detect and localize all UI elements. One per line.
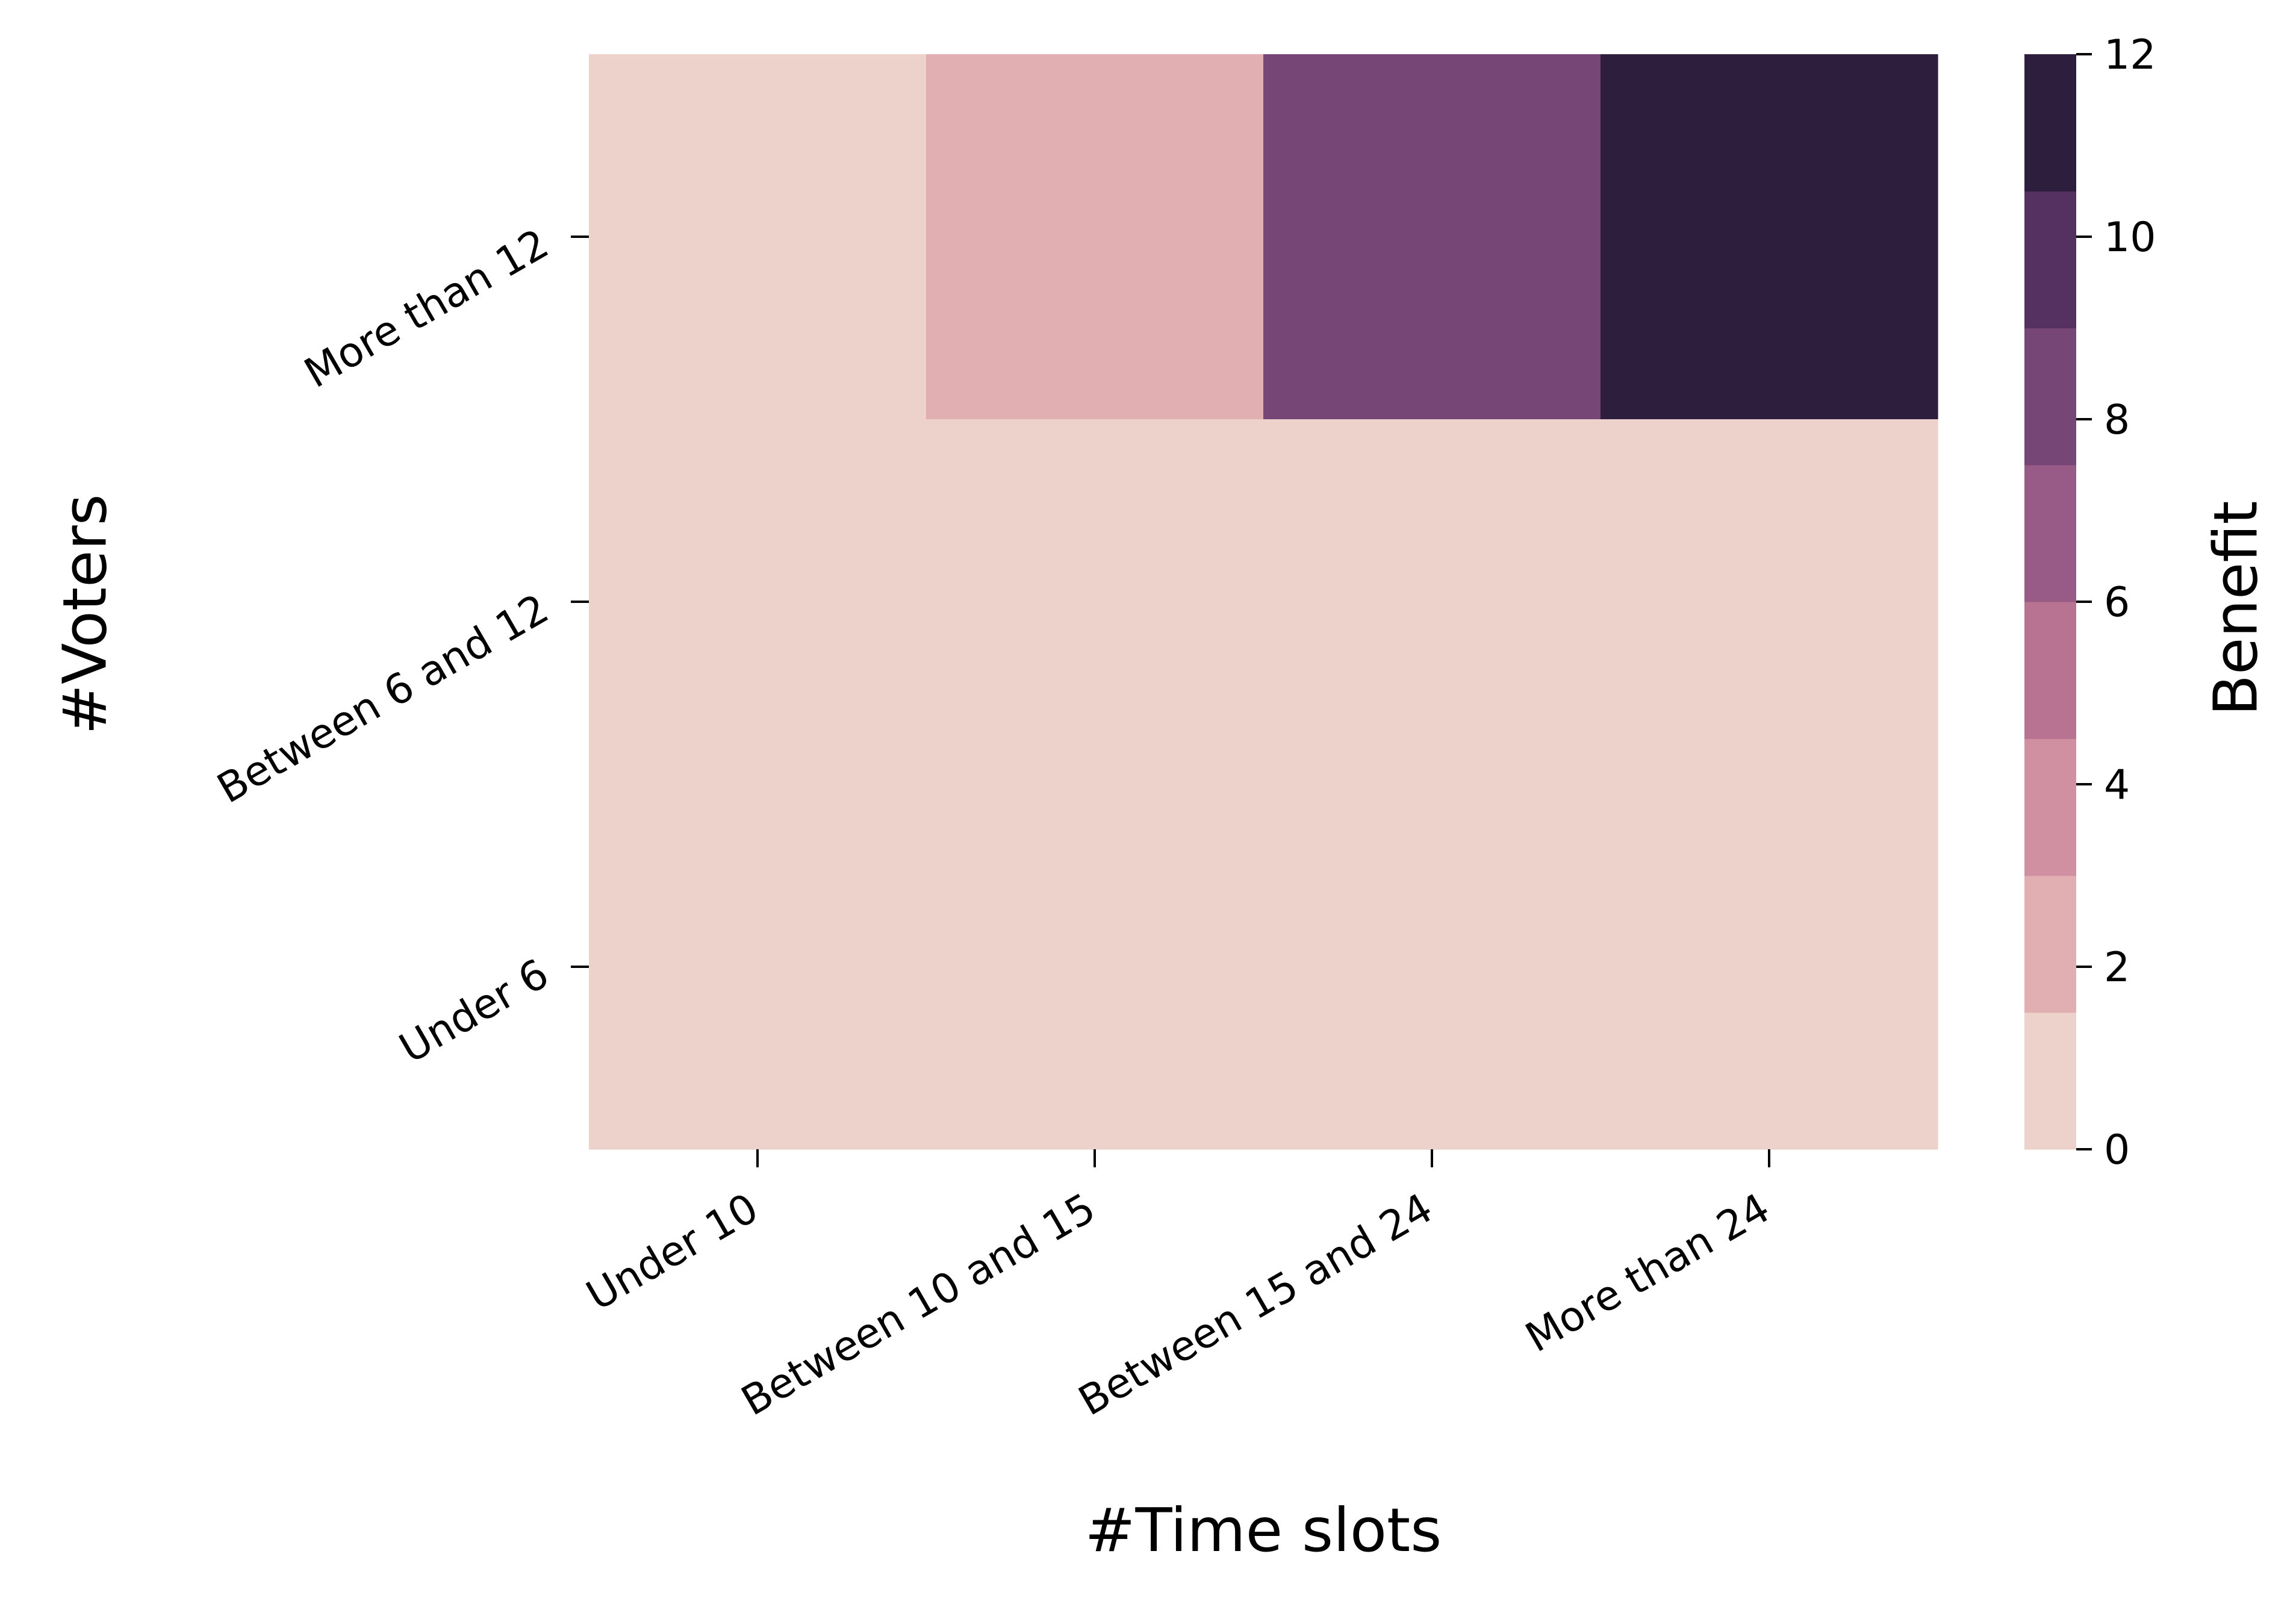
y-axis-title: #Voters (49, 494, 120, 735)
heatmap-cell (926, 54, 1264, 420)
x-tick-label: Between 15 and 24 (1071, 1184, 1441, 1425)
colorbar-tick-label: 0 (2104, 1126, 2130, 1174)
heatmap-cell (926, 419, 1264, 785)
colorbar-tick-label: 4 (2104, 761, 2130, 809)
heatmap-cells (589, 54, 1938, 1150)
colorbar: 0 2 4 6 8 10 12 (2024, 31, 2156, 1174)
heatmap-cell (1601, 54, 1938, 420)
y-axis: More than 12 Between 6 and 12 Under 6 (210, 220, 589, 1073)
colorbar-band (2024, 464, 2076, 602)
colorbar-tick-label: 2 (2104, 944, 2130, 991)
heatmap-cell (589, 419, 927, 785)
heatmap-cell (1601, 419, 1938, 785)
colorbar-band (2024, 191, 2076, 329)
colorbar-tick-label: 12 (2104, 31, 2156, 79)
y-tick-label: Between 6 and 12 (210, 585, 557, 813)
colorbar-band (2024, 54, 2076, 192)
colorbar-tick-label: 10 (2104, 214, 2156, 261)
heatmap-cell (1263, 419, 1601, 785)
heatmap-cell (1263, 54, 1601, 420)
y-tick-label: Under 6 (392, 950, 557, 1073)
heatmap-cell (1601, 784, 1938, 1150)
colorbar-band (2024, 1012, 2076, 1150)
colorbar-band (2024, 738, 2076, 876)
x-axis-title: #Time slots (1085, 1495, 1442, 1565)
heatmap-cell (926, 784, 1264, 1150)
colorbar-band (2024, 328, 2076, 466)
heatmap-cell (1263, 784, 1601, 1150)
heatmap-cell (589, 54, 927, 420)
y-tick-label: More than 12 (297, 220, 557, 398)
x-tick-label: More than 24 (1518, 1184, 1778, 1362)
colorbar-title: Benefit (2200, 501, 2271, 716)
colorbar-band (2024, 602, 2076, 739)
colorbar-tick-label: 8 (2104, 396, 2130, 444)
colorbar-tick-label: 6 (2104, 579, 2130, 626)
x-tick-label: Under 10 (579, 1184, 766, 1320)
heatmap-cell (589, 784, 927, 1150)
colorbar-band (2024, 875, 2076, 1013)
x-tick-label: Between 10 and 15 (734, 1184, 1104, 1425)
